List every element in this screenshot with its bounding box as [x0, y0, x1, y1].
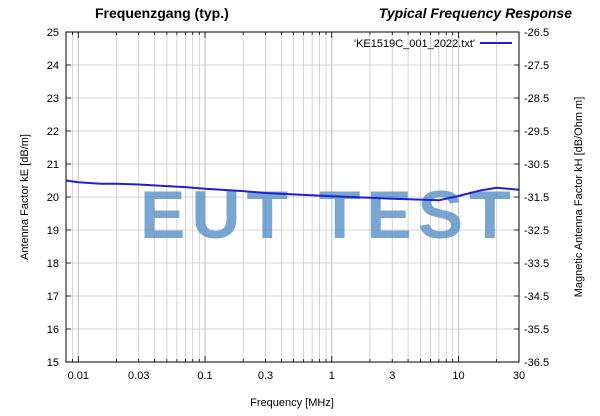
x-tick-label: 0.3 [258, 370, 273, 382]
y-tick-label: 24 [47, 60, 59, 72]
x-tick-label: 0.01 [68, 370, 89, 382]
watermark: EUT TEST [140, 177, 517, 253]
y2-tick-label: -36.5 [524, 357, 549, 369]
x-tick-label: 0.1 [197, 370, 212, 382]
y-tick-label: 16 [47, 324, 59, 336]
y-tick-label: 20 [47, 192, 59, 204]
y-tick-label: 17 [47, 291, 59, 303]
y-axis-label: Antenna Factor kE [dB/m] [19, 134, 31, 260]
y2-tick-label: -32.5 [524, 225, 549, 237]
y-tick-label: 23 [47, 93, 59, 105]
legend-label: 'KE1519C_001_2022.txt' [354, 38, 475, 50]
y-tick-label: 15 [47, 357, 59, 369]
x-tick-label: 3 [389, 370, 395, 382]
plot-frame [65, 31, 520, 363]
y2-tick-label: -29.5 [524, 126, 549, 138]
y2-tick-label: -30.5 [524, 159, 549, 171]
y2-tick-label: -26.5 [524, 27, 549, 39]
y2-tick-label: -33.5 [524, 258, 549, 270]
x-tick-label: 1 [329, 370, 335, 382]
legend: 'KE1519C_001_2022.txt' [354, 38, 512, 50]
y2-tick-label: -31.5 [524, 192, 549, 204]
tick-labels: 0.01 0.03 0.1 0.3 1 3 10 30 15 16 17 18 19 20 21 22 23 24… [47, 27, 549, 382]
x-axis-label: Frequency [MHz] [250, 397, 334, 409]
chart-title-left: Frequenzgang (typ.) [95, 5, 229, 21]
y-tick-label: 22 [47, 126, 59, 138]
y2-tick-label: -28.5 [524, 93, 549, 105]
y2-axis-label: Magnetic Antenna Factor kH [dB/Ohm m] [573, 97, 585, 298]
series-line [65, 179, 520, 202]
x-tick-label: 0.03 [128, 370, 149, 382]
chart-title-right: Typical Frequency Response [378, 5, 572, 21]
x-tick-label: 30 [513, 370, 525, 382]
y-tick-label: 21 [47, 159, 59, 171]
y2-tick-label: -34.5 [524, 291, 549, 303]
y2-tick-label: -27.5 [524, 60, 549, 72]
y2-tick-label: -35.5 [524, 324, 549, 336]
y-tick-label: 19 [47, 225, 59, 237]
y-tick-label: 25 [47, 27, 59, 39]
y-tick-label: 18 [47, 258, 59, 270]
x-tick-label: 10 [452, 370, 464, 382]
